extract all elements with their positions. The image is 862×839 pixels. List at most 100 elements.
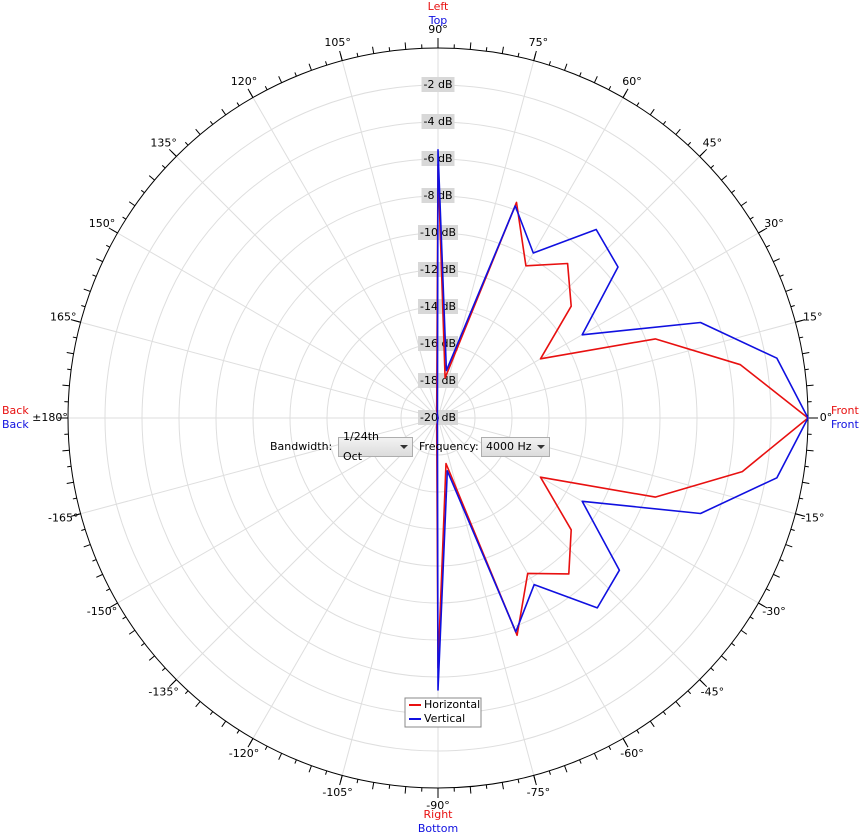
minor-tick	[579, 759, 582, 764]
direction-label: Front	[831, 404, 860, 417]
minor-tick	[593, 753, 598, 760]
minor-tick	[236, 102, 240, 107]
angle-tick	[622, 738, 629, 748]
frequency-value: 4000 Hz	[486, 440, 532, 453]
direction-label: Right	[424, 808, 454, 821]
minor-tick	[773, 573, 780, 578]
minor-tick	[548, 61, 551, 66]
legend-box	[404, 697, 482, 728]
minor-tick	[687, 690, 692, 695]
angle-tick-label: ±180°	[32, 411, 68, 424]
minor-tick	[148, 175, 155, 181]
grid-spoke	[80, 417, 439, 515]
minor-tick	[675, 701, 681, 708]
minor-tick	[66, 352, 74, 355]
angle-tick-label: 135°	[150, 137, 177, 150]
minor-tick	[161, 667, 166, 672]
minor-tick	[608, 86, 612, 91]
minor-tick	[749, 216, 754, 220]
minor-tick	[236, 729, 240, 734]
minor-tick	[372, 782, 375, 790]
minor-tick	[765, 588, 770, 592]
minor-tick	[92, 274, 97, 277]
minor-tick	[294, 72, 297, 77]
angle-tick	[758, 602, 768, 609]
minor-tick	[687, 141, 692, 146]
minor-tick	[710, 667, 715, 672]
minor-tick	[501, 46, 504, 54]
minor-tick	[806, 449, 814, 452]
minor-tick	[721, 655, 728, 661]
minor-tick	[388, 784, 391, 789]
direction-label: Back	[2, 418, 29, 431]
angle-tick	[247, 88, 254, 98]
minor-tick	[264, 86, 268, 91]
angle-tick	[108, 602, 118, 609]
angle-tick-label: -60°	[620, 747, 643, 760]
minor-tick	[636, 102, 640, 107]
minor-tick	[294, 759, 297, 764]
minor-tick	[209, 120, 214, 125]
minor-tick	[404, 42, 407, 50]
minor-tick	[790, 528, 795, 531]
minor-tick	[62, 384, 70, 387]
minor-tick	[740, 629, 748, 635]
minor-tick	[128, 201, 136, 207]
minor-tick	[802, 352, 810, 355]
angle-tick	[70, 319, 81, 323]
minor-tick	[83, 544, 91, 548]
direction-label: Top	[428, 14, 448, 27]
grid-spoke	[176, 156, 439, 419]
minor-tick	[161, 164, 166, 169]
minor-tick	[662, 711, 667, 716]
angle-tick-label: -45°	[701, 685, 724, 698]
angle-tick-label: -105°	[322, 786, 352, 799]
minor-tick	[806, 384, 814, 387]
grid-spoke	[437, 321, 796, 419]
minor-tick	[517, 52, 520, 57]
grid-spoke	[341, 417, 439, 776]
minor-tick	[548, 770, 551, 775]
minor-tick	[773, 258, 780, 263]
grid-spoke	[437, 417, 535, 776]
radial-label-bg	[421, 77, 455, 92]
direction-label: Left	[428, 0, 449, 13]
minor-tick	[278, 753, 283, 760]
minor-tick	[802, 481, 810, 484]
bandwidth-select[interactable]: 1/24th Oct	[338, 430, 413, 463]
grid-spoke	[437, 417, 624, 739]
minor-tick	[308, 63, 312, 71]
grid-spoke	[252, 97, 439, 419]
angle-tick-label: 45°	[703, 137, 723, 150]
angle-tick	[533, 775, 537, 786]
angle-tick-label: -120°	[229, 747, 259, 760]
minor-tick	[469, 786, 472, 794]
minor-tick	[485, 784, 488, 789]
minor-tick	[195, 128, 201, 135]
minor-tick	[66, 481, 74, 484]
bandwidth-label: Bandwidth:	[270, 440, 333, 453]
minor-tick	[122, 216, 127, 220]
minor-tick	[96, 258, 103, 263]
angle-tick	[168, 148, 177, 157]
angle-tick-label: -150°	[87, 605, 117, 618]
radial-label-bg	[421, 114, 455, 129]
radial-label: -2 dB	[421, 77, 455, 92]
grid-spoke	[437, 60, 535, 419]
angle-tick-label: -75°	[527, 786, 550, 799]
minor-tick	[731, 642, 736, 647]
angle-tick-label: 30°	[764, 217, 784, 230]
grid-spoke	[176, 417, 439, 680]
grid-spoke	[341, 60, 439, 419]
minor-tick	[221, 720, 227, 728]
frequency-select[interactable]: 4000 Hz	[481, 437, 550, 457]
grid-spoke	[80, 321, 439, 419]
minor-tick	[790, 305, 795, 308]
grid-spoke	[437, 417, 700, 680]
minor-tick	[721, 175, 728, 181]
minor-tick	[67, 465, 72, 468]
minor-tick	[636, 729, 640, 734]
angle-tick-label: -30°	[762, 605, 785, 618]
minor-tick	[221, 108, 227, 116]
